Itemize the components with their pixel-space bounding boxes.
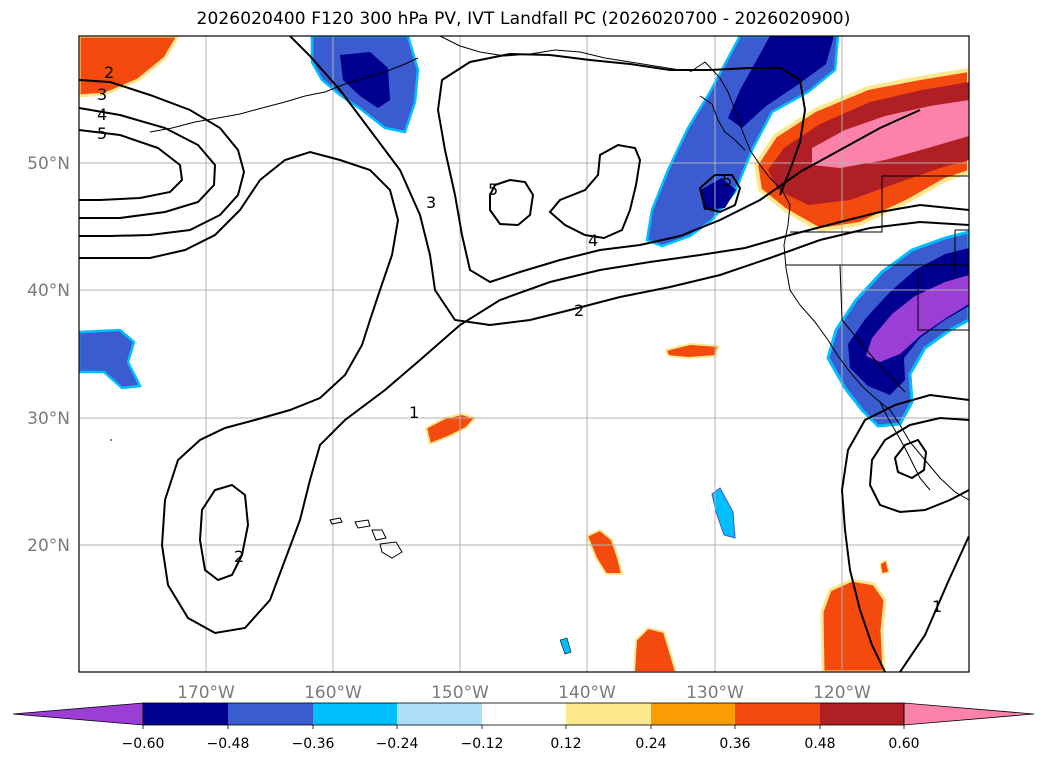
hawaii-3: [371, 529, 387, 541]
lat-label: 20°N: [27, 536, 70, 556]
orange-blob-center: [424, 412, 477, 446]
contour-label: 5: [488, 180, 498, 199]
cyan-dot: [559, 637, 572, 655]
colorbar-bin-orange: [651, 703, 735, 725]
contour-labels: 2 3 4 5 3 5 4 2 1 5 2 1: [97, 63, 942, 616]
colorbar-bin-firebrick: [820, 703, 904, 725]
gridlines: [79, 36, 969, 672]
colorbar-tick-label: −0.24: [376, 736, 419, 752]
pink-core-ne: [812, 100, 969, 168]
orange-blob-se: [820, 578, 887, 672]
orange-dot-se: [879, 558, 890, 575]
contour-label: 4: [97, 105, 107, 124]
coast-aleutians: [149, 57, 419, 133]
colorbar-tick-label: 0.48: [804, 736, 835, 752]
colorbar-frame: [142, 702, 905, 726]
contour-5-ne: [698, 174, 742, 214]
map-panel: 2 3 4 5 3 5 4 2 1 5 2 1: [79, 36, 969, 672]
colorbar-tick-label: −0.48: [207, 736, 250, 752]
contour-4-west: [79, 107, 217, 219]
blue-blob-west: [79, 328, 142, 390]
lon-axis-labels: 170°W 160°W 150°W 140°W 130°W 120°W: [177, 683, 871, 703]
colorbar-extend-high: [903, 702, 1035, 726]
hawaii-2: [354, 519, 371, 529]
colorbar-bin-navy: [143, 703, 228, 725]
cyan-streak: [711, 487, 736, 539]
contour-small-se: [893, 438, 928, 480]
contour-label: 3: [97, 85, 107, 104]
colorbar-extend-low: [12, 702, 144, 726]
contour-label: 1: [409, 403, 419, 422]
hawaii-4: [379, 541, 403, 559]
contour-5-west: [79, 129, 184, 201]
navy-patch-ne: [700, 178, 736, 210]
colorbar-tick-label: −0.12: [461, 736, 504, 752]
coast-alaska: [439, 36, 700, 71]
lat-label: 50°N: [27, 154, 70, 174]
contour-4-inner: [548, 143, 642, 240]
colorbar-bin-white: [482, 703, 566, 725]
map-title: 2026020400 F120 300 hPa PV, IVT Landfall…: [196, 9, 851, 29]
colorbar-bin-light-blue: [397, 703, 482, 725]
hawaii-1: [329, 517, 343, 525]
contour-label: 2: [574, 301, 584, 320]
negative-shading: [79, 36, 969, 655]
colorbar: −0.60 −0.48 −0.36 −0.24 −0.12 0.12 0.24 …: [12, 702, 1035, 752]
lon-label: 160°W: [304, 683, 362, 703]
map-frame: [78, 35, 970, 673]
contour-label: 5: [97, 124, 107, 143]
contour-2-se: [868, 416, 969, 514]
lon-label: 170°W: [177, 683, 235, 703]
coast-baja: [879, 401, 931, 491]
colorbar-tick-label: −0.60: [122, 736, 165, 752]
lon-label: 140°W: [558, 683, 616, 703]
orange-blob-bottom: [632, 626, 678, 672]
lat-axis-labels: 50°N 40°N 30°N 20°N: [27, 154, 70, 556]
state-border-6: [954, 229, 969, 276]
colorbar-tick-label: −0.36: [292, 736, 335, 752]
coast-north-america: [689, 61, 969, 501]
contour-label: 4: [588, 231, 598, 250]
contour-label: 2: [234, 547, 244, 566]
contour-label: 1: [932, 597, 942, 616]
colorbar-tick-label: 0.60: [888, 736, 919, 752]
contour-label: 5: [722, 171, 732, 190]
colorbar-tick-label: 0.24: [635, 736, 666, 752]
navy-core-north: [340, 52, 390, 108]
contour-1-se: [840, 393, 969, 672]
orange-blob-mid: [664, 342, 720, 360]
pv-contours: [79, 36, 969, 672]
orange-blob-south: [585, 528, 624, 575]
contour-5-center: [489, 178, 535, 227]
colorbar-tick-label: 0.36: [719, 736, 750, 752]
lon-label: 120°W: [813, 683, 871, 703]
contour-label: 3: [426, 193, 436, 212]
contour-2-main: [289, 36, 969, 327]
lat-label: 30°N: [27, 409, 70, 429]
coastlines: [110, 36, 969, 559]
lon-label: 130°W: [686, 683, 744, 703]
lat-label: 40°N: [27, 281, 70, 301]
colorbar-tick-label: 0.12: [550, 736, 581, 752]
coast-islands-ne: [699, 95, 746, 151]
lon-label: 150°W: [431, 683, 489, 703]
colorbar-bin-royal-blue: [228, 703, 313, 725]
contour-3-main: [436, 52, 921, 284]
state-border-2: [839, 264, 906, 393]
contour-label: 2: [104, 63, 114, 82]
colorbar-bin-deep-sky: [313, 703, 397, 725]
colorbar-bin-red-orange: [735, 703, 820, 725]
contour-3-west: [79, 79, 246, 237]
contour-1-main: [79, 150, 969, 672]
state-border-4: [917, 270, 969, 331]
colorbar-bin-light-yellow: [566, 703, 651, 725]
navy-band-ne: [728, 36, 834, 128]
state-border-5: [790, 176, 883, 233]
contour-2-inner-low: [198, 483, 250, 582]
